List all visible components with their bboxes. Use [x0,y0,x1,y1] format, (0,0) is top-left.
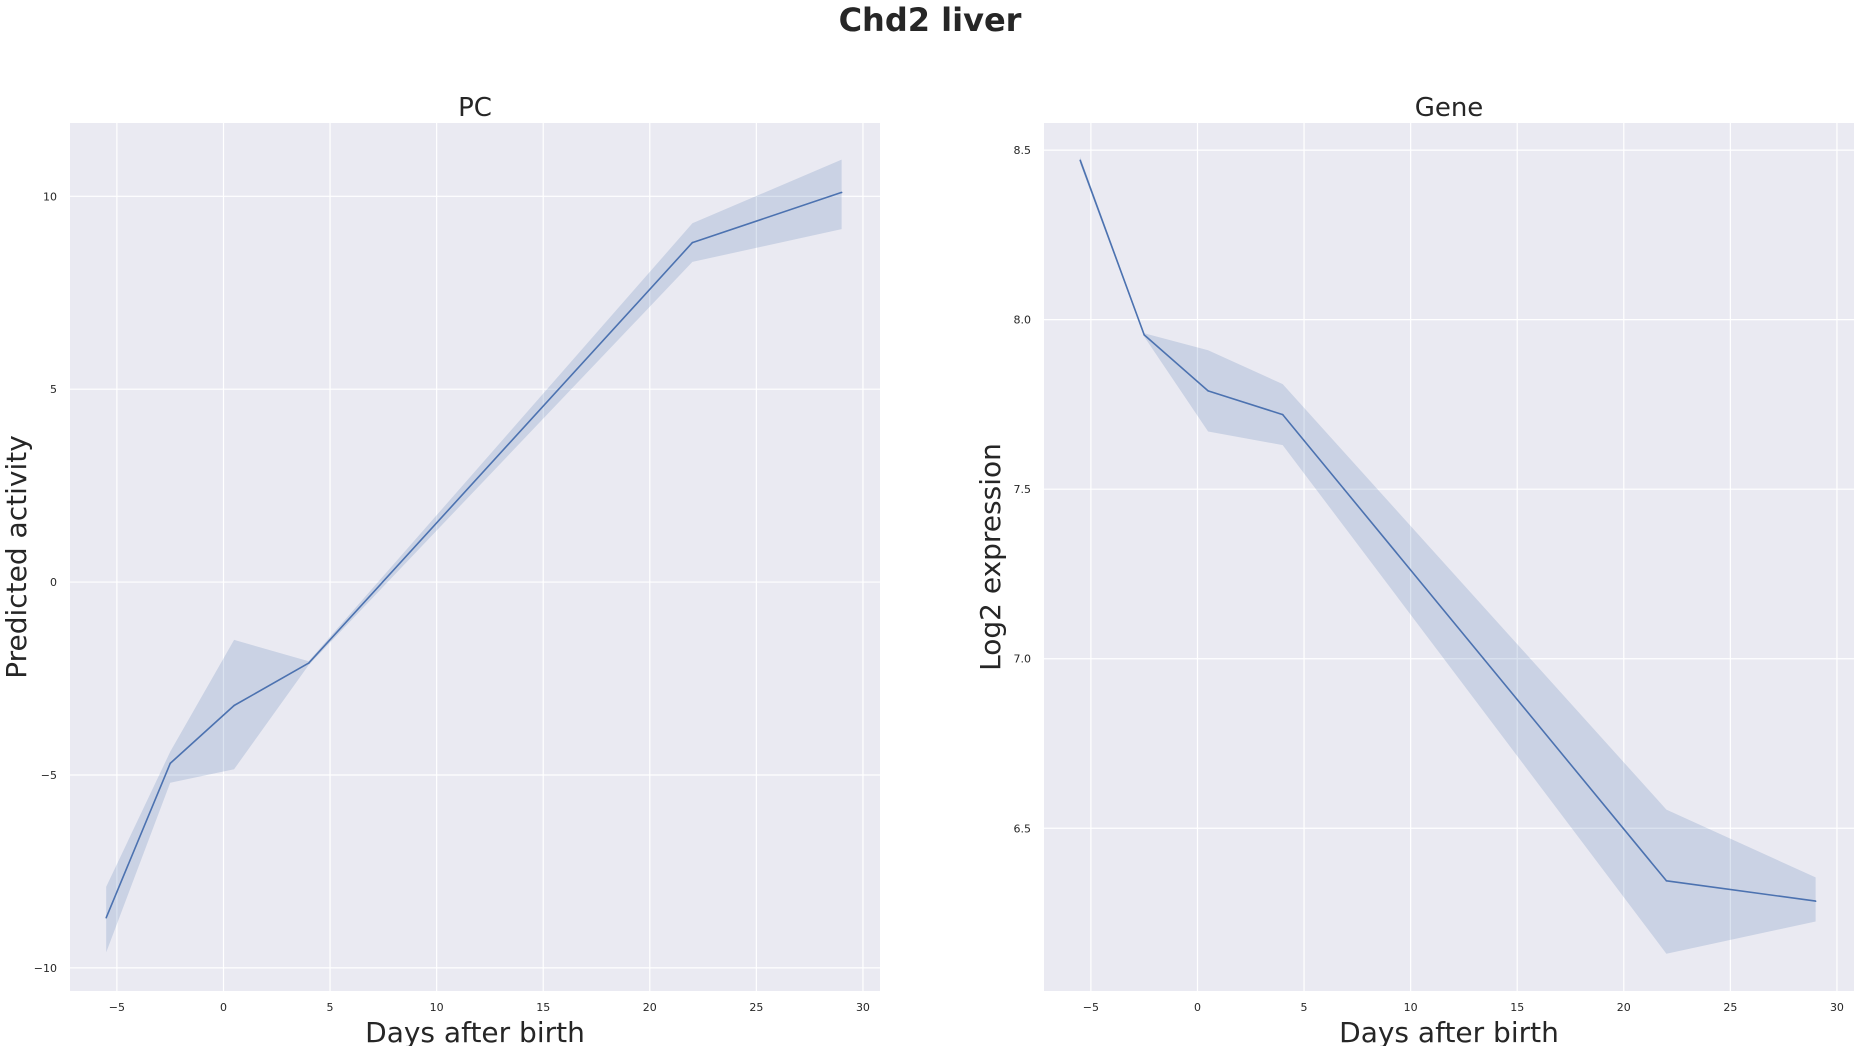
x-tick-label: 30 [856,1001,870,1014]
x-tick-label: −5 [109,1001,125,1014]
data-point [233,704,235,707]
data-point [1079,159,1082,162]
data-point [105,916,108,919]
plot-area [1044,123,1854,991]
y-tick-label: 6.5 [1014,822,1032,835]
y-tick-label: 7.0 [1014,653,1032,666]
y-tick-label: 10 [43,190,57,203]
x-tick-label: 25 [1723,1001,1737,1014]
data-point [1143,334,1145,336]
x-tick-label: 25 [749,1001,763,1014]
y-axis-label: Predicted activity [0,435,33,679]
x-tick-label: 15 [536,1001,550,1014]
y-tick-label: 0 [50,576,57,589]
figure-title: Chd2 liver [839,1,1022,39]
y-tick-label: −10 [34,962,57,975]
x-tick-label: 20 [643,1001,657,1014]
y-tick-label: 8.0 [1014,314,1032,327]
data-point [1281,413,1284,416]
plot-area [70,123,880,991]
data-point [1814,900,1817,902]
confidence-band [1080,156,1816,954]
confidence-band [106,159,842,953]
x-tick-label: 10 [430,1001,444,1014]
subplot-gene: −5 0 5 10 15 20 25 30 6.5 7.0 7.5 8.0 8.5 Gene Days af… [974,93,1854,1046]
subplot-title: PC [458,93,492,123]
x-tick-label: 5 [1301,1001,1308,1014]
x-tick-label: 5 [327,1001,334,1014]
x-axis-label: Days after birth [365,1016,585,1046]
x-tick-label: 10 [1404,1001,1418,1014]
data-point [691,241,694,244]
subplot-pc: −5 0 5 10 15 20 25 30 −10 −5 0 5 10 PC Days after birt… [0,93,880,1046]
subplots: −5 0 5 10 15 20 25 30 −10 −5 0 5 10 PC Days after birt… [0,93,1854,1046]
x-tick-label: 20 [1617,1001,1631,1014]
series-line [1079,160,1816,902]
y-tick-label: 7.5 [1014,483,1032,496]
series-line [105,191,842,919]
data-point [1665,880,1668,882]
x-tick-label: 30 [1830,1001,1844,1014]
subplot-title: Gene [1415,93,1484,123]
y-axis-label: Log2 expression [974,443,1007,671]
y-tick-label: 5 [50,383,57,396]
x-tick-label: −5 [1083,1001,1099,1014]
y-tick-label: 8.5 [1014,144,1032,157]
x-tick-label: 0 [220,1001,227,1014]
data-point [840,191,843,194]
x-axis-label: Days after birth [1339,1016,1559,1046]
x-tick-label: 0 [1194,1001,1201,1014]
data-point [169,762,171,765]
y-tick-label: −5 [41,769,57,782]
x-tick-label: 15 [1510,1001,1524,1014]
data-point [1207,390,1209,392]
data-point [307,662,310,664]
